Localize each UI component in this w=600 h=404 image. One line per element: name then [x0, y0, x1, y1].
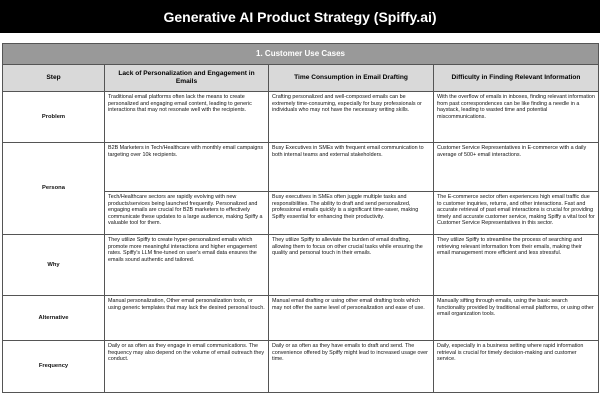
table-cell: Daily or as often as they have emails to… [268, 340, 434, 393]
table-row-frequency: Frequency Daily or as often as they enga… [2, 340, 599, 393]
table-cell: Traditional email platforms often lack t… [104, 91, 269, 143]
use-cases-table-wrapper: 1. Customer Use Cases Step Lack of Perso… [2, 43, 599, 393]
table-cell: Crafting personalized and well-composed … [268, 91, 434, 143]
table-cell: Manual personalization, Other email pers… [104, 295, 269, 341]
table-cell: Customer Service Representatives in E-co… [433, 142, 599, 192]
column-header-time-consumption: Time Consumption in Email Drafting [268, 64, 434, 92]
table-cell: Busy Executives in SMEs with frequent em… [268, 142, 434, 192]
row-label-persona: Persona [2, 142, 105, 235]
column-header-step: Step [2, 64, 105, 92]
table-cell: They utilize Spiffy to alleviate the bur… [268, 234, 434, 296]
table-cell: Manual email drafting or using other ema… [268, 295, 434, 341]
table-cell: They utilize Spiffy to create hyper-pers… [104, 234, 269, 296]
section-title: 1. Customer Use Cases [2, 43, 599, 65]
table-cell: Tech/Healthcare sectors are rapidly evol… [104, 191, 269, 235]
table-cell: The E-commerce sector often experiences … [433, 191, 599, 235]
table-row-problem: Problem Traditional email platforms ofte… [2, 91, 599, 143]
table-row-why: Why They utilize Spiffy to create hyper-… [2, 234, 599, 296]
row-label-problem: Problem [2, 91, 105, 143]
row-label-alternative: Alternative [2, 295, 105, 341]
column-header-row: Step Lack of Personalization and Engagem… [2, 64, 599, 92]
table-row-persona-a: Persona B2B Marketers in Tech/Healthcare… [2, 142, 599, 235]
table-cell: Daily or as often as they engage in emai… [104, 340, 269, 393]
column-header-finding-info: Difficulty in Finding Relevant Informati… [433, 64, 599, 92]
table-cell: Daily, especially in a business setting … [433, 340, 599, 393]
table-cell: Manually sifting through emails, using t… [433, 295, 599, 341]
table-row-alternative: Alternative Manual personalization, Othe… [2, 295, 599, 341]
column-header-personalization: Lack of Personalization and Engagement i… [104, 64, 269, 92]
row-label-why: Why [2, 234, 105, 296]
use-cases-table: 1. Customer Use Cases Step Lack of Perso… [2, 43, 599, 393]
table-cell: They utilize Spiffy to streamline the pr… [433, 234, 599, 296]
section-header-row: 1. Customer Use Cases [2, 43, 599, 65]
table-cell: Busy executives in SMEs often juggle mul… [268, 191, 434, 235]
table-cell: B2B Marketers in Tech/Healthcare with mo… [104, 142, 269, 192]
row-label-frequency: Frequency [2, 340, 105, 393]
table-cell: With the overflow of emails in inboxes, … [433, 91, 599, 143]
page-title: Generative AI Product Strategy (Spiffy.a… [0, 0, 600, 33]
